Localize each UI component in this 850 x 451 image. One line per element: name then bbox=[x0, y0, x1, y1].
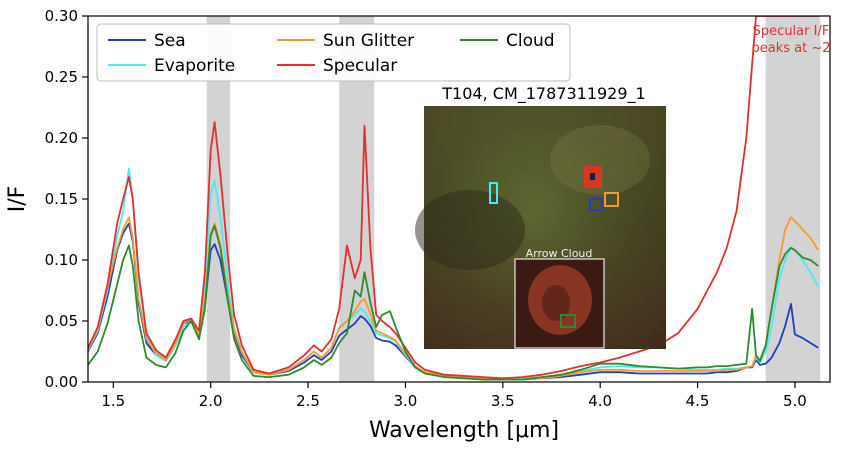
legend: Sea Evaporite Sun Glitter Specular Cloud bbox=[96, 23, 571, 82]
series-sun-glitter bbox=[88, 216, 820, 381]
inset-bright-region bbox=[550, 125, 650, 195]
sea-box bbox=[589, 198, 603, 211]
x-tick-label: 1.5 bbox=[101, 392, 125, 410]
legend-label-sun-glitter: Sun Glitter bbox=[323, 31, 414, 51]
sun-glitter-box bbox=[604, 192, 619, 207]
annotation-line-2: peaks at ~2 bbox=[751, 41, 830, 56]
legend-box bbox=[96, 23, 571, 82]
shaded-band-1 bbox=[206, 16, 231, 382]
annotation-line-1: Specular I/F bbox=[753, 24, 830, 39]
y-tick-label: 0.15 bbox=[45, 190, 78, 208]
y-tick-label: 0.20 bbox=[45, 129, 78, 147]
y-axis-title: I/F bbox=[5, 186, 30, 213]
y-tick-label: 0.30 bbox=[45, 7, 78, 25]
arrow-cloud-core bbox=[542, 285, 570, 321]
y-tick-label: 0.25 bbox=[45, 68, 78, 86]
legend-label-specular: Specular bbox=[323, 56, 397, 76]
y-tick-label: 0.00 bbox=[45, 373, 78, 391]
legend-label-cloud: Cloud bbox=[506, 31, 555, 51]
inset-dark-region bbox=[415, 190, 525, 270]
inset-title: T104, CM_1787311929_1 bbox=[441, 84, 645, 104]
x-axis: 1.5 2.0 2.5 3.0 3.5 4.0 4.5 5.0 bbox=[101, 382, 807, 410]
x-tick-label: 3.0 bbox=[394, 392, 418, 410]
series-lines bbox=[88, 16, 820, 381]
cloud-box bbox=[560, 314, 576, 328]
specular-core bbox=[590, 173, 595, 180]
x-axis-title: Wavelength [μm] bbox=[369, 418, 559, 443]
shaded-band-3 bbox=[765, 16, 821, 382]
legend-label-sea: Sea bbox=[154, 31, 186, 51]
series-specular bbox=[88, 16, 819, 380]
x-tick-label: 3.5 bbox=[491, 392, 515, 410]
series-cloud bbox=[88, 224, 819, 381]
y-tick-label: 0.05 bbox=[45, 312, 78, 330]
x-tick-label: 2.0 bbox=[199, 392, 223, 410]
y-axis: 0.00 0.05 0.10 0.15 0.20 0.25 0.30 bbox=[45, 7, 88, 391]
x-tick-label: 5.0 bbox=[783, 392, 807, 410]
evaporite-box bbox=[489, 182, 498, 204]
x-tick-label: 4.5 bbox=[686, 392, 710, 410]
x-tick-label: 4.0 bbox=[588, 392, 612, 410]
specular-annotation: Specular I/F peaks at ~2 bbox=[751, 24, 830, 56]
x-tick-label: 2.5 bbox=[296, 392, 320, 410]
legend-label-evaporite: Evaporite bbox=[154, 56, 235, 76]
y-tick-label: 0.10 bbox=[45, 251, 78, 269]
inset-panel: T104, CM_1787311929_1 Arrow Cloud bbox=[415, 84, 666, 349]
arrow-cloud-label: Arrow Cloud bbox=[526, 247, 593, 260]
